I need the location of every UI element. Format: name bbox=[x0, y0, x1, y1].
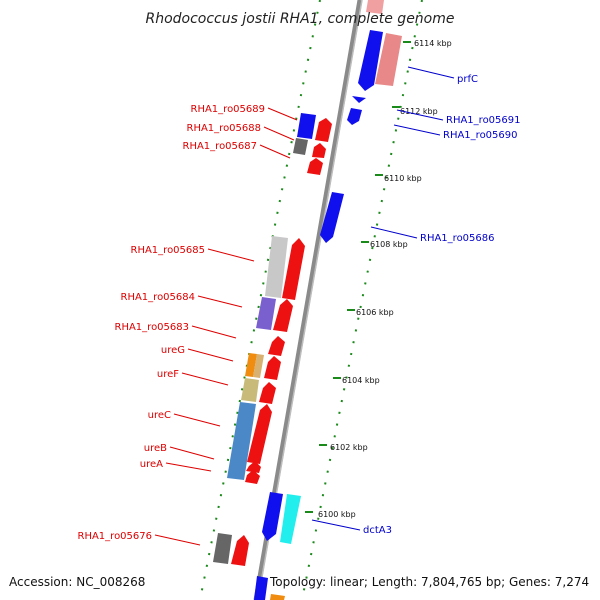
label-RHA1_ro05690[interactable]: RHA1_ro05690 bbox=[443, 130, 518, 141]
label-RHA1_ro05683[interactable]: RHA1_ro05683 bbox=[115, 322, 190, 333]
guide-lines bbox=[199, 0, 423, 600]
label-RHA1_ro05676[interactable]: RHA1_ro05676 bbox=[78, 531, 153, 542]
label-dctA3[interactable]: dctA3 bbox=[363, 525, 392, 536]
gene-ureA[interactable] bbox=[245, 470, 260, 484]
label-RHA1_ro05691[interactable]: RHA1_ro05691 bbox=[446, 115, 521, 126]
gene-red-1[interactable] bbox=[315, 118, 332, 142]
gene-RHA1_ro05686[interactable] bbox=[320, 192, 344, 243]
label-ureG[interactable]: ureG bbox=[161, 345, 185, 356]
gene-red-long-2[interactable] bbox=[247, 404, 272, 464]
gene-red-4[interactable] bbox=[264, 356, 281, 380]
gene-red-2[interactable] bbox=[312, 143, 326, 158]
tick-label: 6104 kbp bbox=[342, 376, 380, 385]
left-leaders bbox=[154, 107, 298, 546]
label-RHA1_ro05686[interactable]: RHA1_ro05686 bbox=[420, 233, 495, 244]
gene-RHA1_ro05685[interactable] bbox=[265, 236, 288, 298]
gene-ureC[interactable] bbox=[227, 402, 256, 480]
label-ureB[interactable]: ureB bbox=[144, 443, 167, 454]
left-labels: RHA1_ro05689 RHA1_ro05688 RHA1_ro05687 R… bbox=[78, 104, 266, 542]
gene-red-long-1[interactable] bbox=[282, 238, 305, 300]
tick-label: 6100 kbp bbox=[318, 510, 356, 519]
label-RHA1_ro05685[interactable]: RHA1_ro05685 bbox=[131, 245, 206, 256]
tick-label: 6114 kbp bbox=[414, 39, 452, 48]
gene-red-5[interactable] bbox=[259, 382, 276, 404]
right-labels: prfC RHA1_ro05691 RHA1_ro05690 RHA1_ro05… bbox=[363, 74, 521, 536]
label-ureF[interactable]: ureF bbox=[157, 369, 179, 380]
forward-genes bbox=[213, 113, 332, 600]
gene-RHA1_ro05689[interactable] bbox=[297, 113, 316, 139]
gene-RHA1_ro05684[interactable] bbox=[256, 297, 276, 330]
label-prfC[interactable]: prfC bbox=[457, 74, 478, 85]
tick-label: 6102 kbp bbox=[330, 443, 368, 452]
gene-ureB[interactable] bbox=[246, 461, 261, 473]
tick-label: 6110 kbp bbox=[384, 174, 422, 183]
label-RHA1_ro05687[interactable]: RHA1_ro05687 bbox=[183, 141, 258, 152]
gene-red-3[interactable] bbox=[273, 299, 293, 332]
gene-RHA1_ro05690[interactable] bbox=[347, 108, 362, 125]
accession: Accession: NC_008268 bbox=[9, 575, 145, 589]
label-ureC[interactable]: ureC bbox=[148, 410, 171, 421]
label-ureA[interactable]: ureA bbox=[140, 459, 163, 470]
gene-RHA1_ro05687[interactable] bbox=[307, 158, 323, 175]
map-title: Rhodococcus jostii RHA1, complete genome bbox=[145, 11, 454, 27]
gene-RHA1_ro05683[interactable] bbox=[268, 336, 285, 356]
reverse-genes bbox=[254, 0, 402, 600]
gene-dctA3[interactable] bbox=[280, 494, 301, 544]
tick-label: 6106 kbp bbox=[356, 308, 394, 317]
scale-ticks: 6114 kbp 6112 kbp 6110 kbp 6108 kbp 6106… bbox=[305, 39, 452, 519]
label-RHA1_ro05684[interactable]: RHA1_ro05684 bbox=[121, 292, 196, 303]
gene-RHA1_ro05691[interactable] bbox=[352, 96, 366, 103]
gene-RHA1_ro05676[interactable] bbox=[213, 533, 232, 564]
gene-ureG[interactable] bbox=[245, 353, 257, 377]
label-RHA1_ro05689[interactable]: RHA1_ro05689 bbox=[191, 104, 266, 115]
gene-RHA1_ro05688[interactable] bbox=[293, 138, 308, 155]
gene-red-6[interactable] bbox=[231, 535, 249, 566]
gene-blue-top[interactable] bbox=[358, 30, 383, 91]
right-leaders bbox=[311, 66, 455, 531]
gene-ureF[interactable] bbox=[241, 378, 259, 402]
genome-summary: Topology: linear; Length: 7,804,765 bp; … bbox=[269, 575, 589, 589]
label-RHA1_ro05688[interactable]: RHA1_ro05688 bbox=[187, 123, 262, 134]
gene-blue-dct[interactable] bbox=[262, 492, 283, 541]
tick-label: 6112 kbp bbox=[400, 107, 438, 116]
tick-label: 6108 kbp bbox=[370, 240, 408, 249]
gene-prfC[interactable] bbox=[375, 33, 402, 86]
